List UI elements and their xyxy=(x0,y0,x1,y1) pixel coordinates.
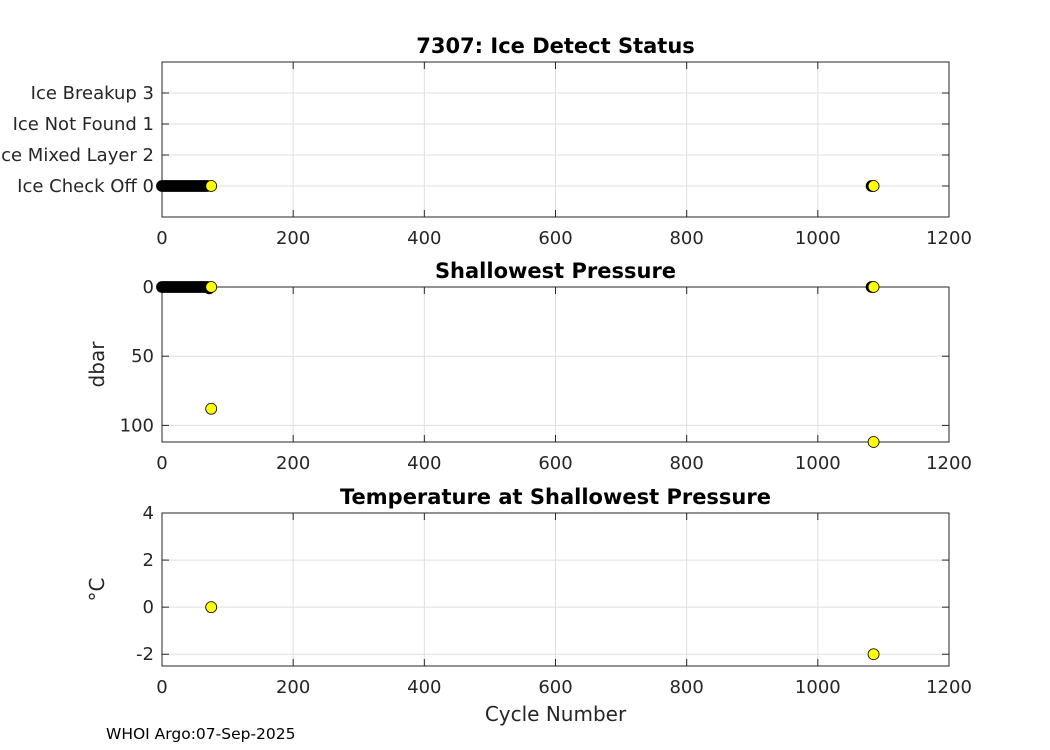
y-tick-label: 0 xyxy=(143,597,154,618)
y-tick-label: -2 xyxy=(136,644,154,665)
data-point xyxy=(205,180,218,192)
data-point xyxy=(867,180,880,192)
y-tick-label: 0 xyxy=(143,277,154,298)
y-tick-label: 100 xyxy=(120,415,154,436)
chart-title: 7307: Ice Detect Status xyxy=(416,34,695,58)
y-tick-label: Ice Mixed Layer 2 xyxy=(0,145,154,166)
y-tick-label: 50 xyxy=(131,346,154,367)
x-tick-label: 400 xyxy=(407,228,441,249)
x-axis-label: Cycle Number xyxy=(485,702,627,726)
data-point xyxy=(867,436,880,448)
x-tick-label: 600 xyxy=(538,228,572,249)
x-tick-label: 600 xyxy=(538,677,572,698)
x-tick-label: 1200 xyxy=(926,453,972,474)
chart-title: Temperature at Shallowest Pressure xyxy=(340,485,771,509)
x-tick-label: 0 xyxy=(156,677,167,698)
x-tick-label: 0 xyxy=(156,453,167,474)
y-tick-label: 2 xyxy=(143,550,154,571)
x-tick-label: 200 xyxy=(276,677,310,698)
data-point xyxy=(867,281,880,293)
x-tick-label: 1000 xyxy=(795,677,841,698)
x-tick-label: 200 xyxy=(276,228,310,249)
x-tick-label: 400 xyxy=(407,677,441,698)
data-point xyxy=(205,601,218,614)
y-tick-label: Ice Breakup 3 xyxy=(31,83,154,104)
x-tick-label: 1000 xyxy=(795,453,841,474)
x-tick-label: 800 xyxy=(669,453,703,474)
x-tick-label: 800 xyxy=(669,677,703,698)
y-axis-label: °C xyxy=(85,578,109,602)
x-tick-label: 1200 xyxy=(926,677,972,698)
data-point xyxy=(205,402,218,415)
data-point xyxy=(205,281,218,293)
panel-1: 0 200 400 600 800 1000 1200 Ice Check Off 0 Ice … xyxy=(0,34,972,249)
y-tick-label: Ice Not Found 1 xyxy=(13,114,154,135)
x-tick-label: 1000 xyxy=(795,228,841,249)
x-tick-label: 400 xyxy=(407,453,441,474)
x-tick-label: 0 xyxy=(156,228,167,249)
y-axis-label: dbar xyxy=(85,341,109,388)
x-tick-label: 800 xyxy=(669,228,703,249)
chart-title: Shallowest Pressure xyxy=(435,259,676,283)
x-tick-label: 200 xyxy=(276,453,310,474)
y-tick-label: 4 xyxy=(143,503,154,524)
x-tick-label: 600 xyxy=(538,453,572,474)
x-tick-label: 1200 xyxy=(926,228,972,249)
y-tick-label: Ice Check Off 0 xyxy=(17,176,154,197)
footer-credit: WHOI Argo:07-Sep-2025 xyxy=(106,725,296,743)
data-point xyxy=(867,648,880,661)
panel-2: 0 200 400 600 800 1000 1200 0 50 100 Shallowest Pr… xyxy=(85,259,972,474)
